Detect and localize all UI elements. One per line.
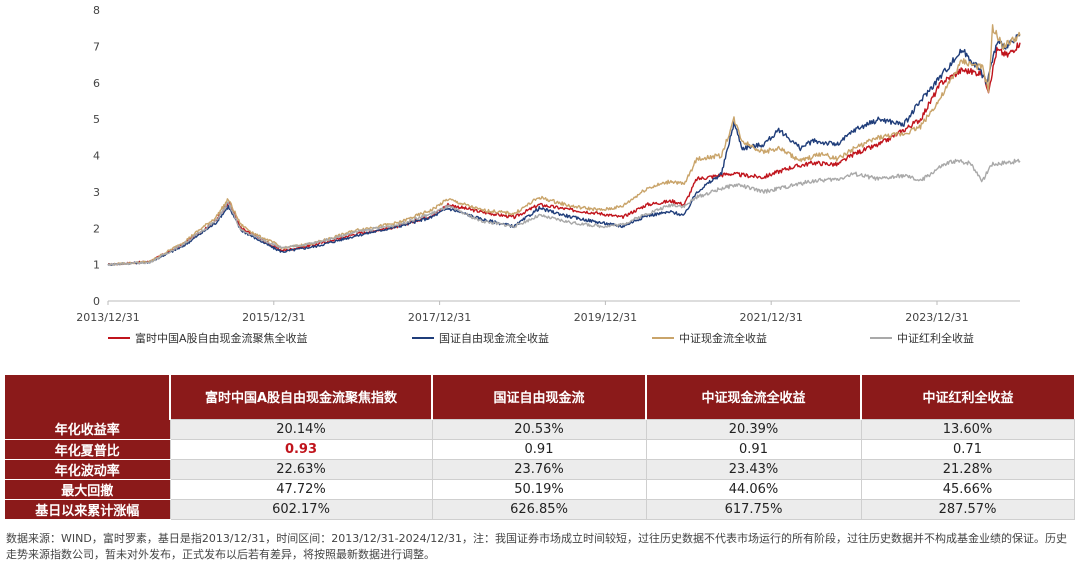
table-header-cell: 中证红利全收益 [861,375,1074,419]
y-tick-label: 3 [93,186,100,199]
legend-label: 中证红利全收益 [897,332,974,345]
table-cell: 23.43% [645,458,862,480]
table-cell: 47.72% [169,478,433,500]
table-row: 年化波动率 22.63% 23.76% 23.43% 21.28% [5,458,1075,480]
table-row: 最大回撤 47.72% 50.19% 44.06% 45.66% [5,478,1075,500]
legend-swatch [108,337,130,339]
table-cell: 13.60% [860,418,1075,440]
row-label: 年化收益率 [5,419,170,440]
legend-item: 中证现金流全收益 [652,330,767,346]
table-cell: 0.71 [860,438,1075,460]
chart-axes: 0 1 2 3 4 5 6 7 8 2013/12/31 2015/12/31 2017/12/31 2… [76,4,1020,324]
legend-swatch [412,337,434,339]
source-note: 数据来源：WIND，富时罗素，基日是指2013/12/31，时间区间：2013/… [6,532,1067,561]
series-line [107,33,1021,266]
legend-item: 富时中国A股自由现金流聚焦全收益 [108,330,308,346]
y-tick-label: 5 [93,113,100,126]
row-label: 年化夏普比 [5,439,170,460]
y-tick-label: 8 [93,4,100,17]
legend-swatch [870,337,892,339]
table-row: 基日以来累计涨幅 602.17% 626.85% 617.75% 287.57% [5,498,1075,520]
table-cell: 50.19% [431,478,647,500]
x-tick-label: 2021/12/31 [739,311,802,324]
legend-label: 中证现金流全收益 [679,332,767,345]
table-header-cell [5,375,171,419]
table-header-cell: 中证现金流全收益 [646,375,862,419]
table-cell: 20.39% [645,418,862,440]
chart-legend: 富时中国A股自由现金流聚焦全收益 国证自由现金流全收益 中证现金流全收益 中证红… [0,330,1080,352]
x-tick-label: 2013/12/31 [76,311,139,324]
chart-series [107,24,1021,267]
table-cell-highlight: 0.93 [169,438,433,460]
table-cell: 44.06% [645,478,862,500]
table-cell: 20.53% [431,418,647,440]
x-tick-label: 2017/12/31 [408,311,471,324]
x-tick-label: 2019/12/31 [574,311,637,324]
row-label: 年化波动率 [5,459,170,480]
table-cell: 20.14% [169,418,433,440]
table-cell: 287.57% [860,498,1075,520]
table-row: 年化收益率 20.14% 20.53% 20.39% 13.60% [5,418,1075,440]
legend-swatch [652,337,674,339]
y-tick-label: 1 [93,259,100,272]
row-label: 最大回撤 [5,479,170,500]
x-tick-label: 2023/12/31 [905,311,968,324]
table-cell: 0.91 [645,438,862,460]
series-line [107,24,1021,266]
table-row: 年化夏普比 0.93 0.91 0.91 0.71 [5,438,1075,460]
table-cell: 626.85% [431,498,647,520]
x-tick-label: 2015/12/31 [242,311,305,324]
series-line [108,158,1021,267]
line-chart: 0 1 2 3 4 5 6 7 8 2013/12/31 2015/12/31 2017/12/31 2… [76,4,1021,324]
table-cell: 0.91 [431,438,647,460]
legend-item: 中证红利全收益 [870,330,974,346]
legend-label: 国证自由现金流全收益 [439,332,549,345]
row-label: 基日以来累计涨幅 [5,499,170,520]
legend-label: 富时中国A股自由现金流聚焦全收益 [135,332,308,345]
legend-item: 国证自由现金流全收益 [412,330,549,346]
y-tick-label: 4 [93,150,100,163]
table-cell: 23.76% [431,458,647,480]
table-cell: 617.75% [645,498,862,520]
y-tick-label: 0 [93,295,100,308]
y-tick-label: 2 [93,222,100,235]
y-tick-label: 7 [93,40,100,53]
table-header-row: 富时中国A股自由现金流聚焦指数 国证自由现金流 中证现金流全收益 中证红利全收益 [5,375,1074,419]
table-cell: 22.63% [169,458,433,480]
table-header-cell: 国证自由现金流 [432,375,647,419]
table-cell: 21.28% [860,458,1075,480]
table-header-cell: 富时中国A股自由现金流聚焦指数 [170,375,433,419]
performance-table: 富时中国A股自由现金流聚焦指数 国证自由现金流 中证现金流全收益 中证红利全收益… [5,375,1075,520]
table-cell: 602.17% [169,498,433,520]
y-tick-label: 6 [93,77,100,90]
table-cell: 45.66% [860,478,1075,500]
